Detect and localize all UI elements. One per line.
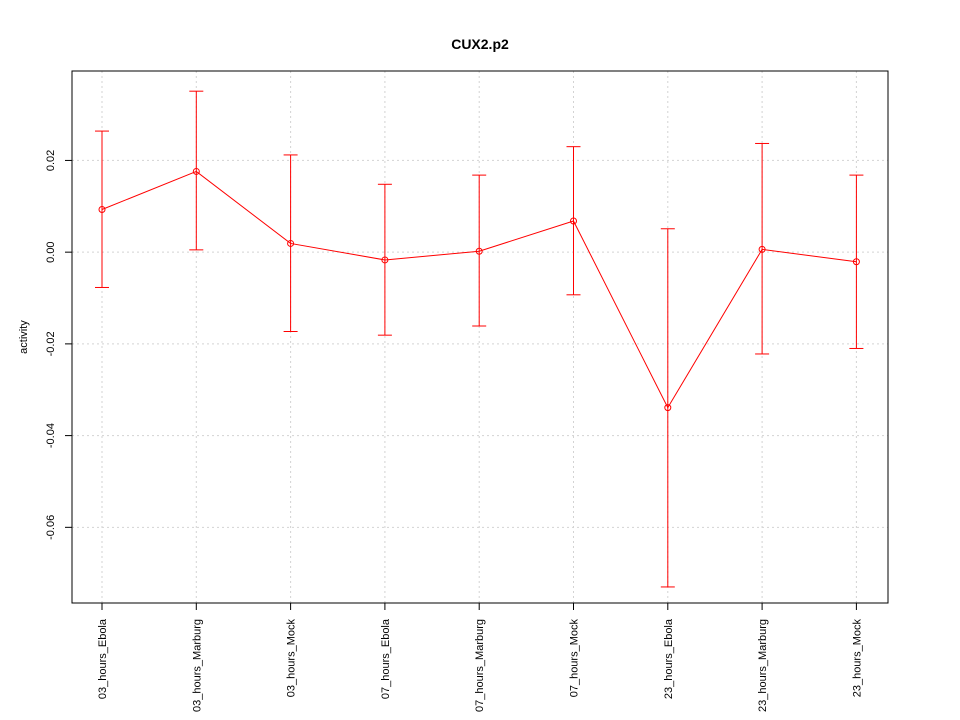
- x-tick-label: 03_hours_Ebola: [97, 618, 109, 699]
- grid-layer: [72, 71, 888, 603]
- y-tick-label: 0.00: [45, 241, 57, 262]
- chart-title: CUX2.p2: [451, 36, 509, 52]
- x-tick-label: 23_hours_Ebola: [663, 618, 675, 699]
- data-point: [570, 217, 577, 225]
- x-tick-label: 23_hours_Marburg: [757, 619, 769, 712]
- series-layer: [95, 90, 864, 588]
- x-tick-label: 03_hours_Marburg: [191, 619, 203, 712]
- y-tick-label: -0.04: [45, 423, 57, 448]
- x-tick-label: 07_hours_Ebola: [380, 618, 392, 699]
- data-point: [192, 167, 200, 175]
- data-point: [475, 247, 483, 255]
- y-tick-label: -0.02: [45, 331, 57, 356]
- series-line: [101, 170, 857, 409]
- x-tick-label: 07_hours_Mock: [569, 619, 581, 698]
- data-point: [852, 258, 860, 266]
- data-point: [287, 239, 295, 247]
- y-tick-label: 0.02: [45, 150, 57, 171]
- x-tick-label: 03_hours_Mock: [286, 619, 298, 698]
- data-point: [381, 256, 389, 264]
- y-axis-label: activity: [18, 320, 30, 354]
- data-point: [664, 404, 672, 412]
- plot-frame: [71, 70, 889, 604]
- x-tick-label: 23_hours_Mock: [851, 619, 863, 698]
- data-point: [98, 206, 106, 214]
- axis-layer: 0.02 0.00 -0.02 -0.04 -0.06 03_hours_Ebola 03_…: [45, 150, 863, 712]
- y-tick-label: -0.06: [45, 515, 57, 540]
- x-tick-label: 07_hours_Marburg: [474, 619, 486, 712]
- data-point: [758, 245, 766, 253]
